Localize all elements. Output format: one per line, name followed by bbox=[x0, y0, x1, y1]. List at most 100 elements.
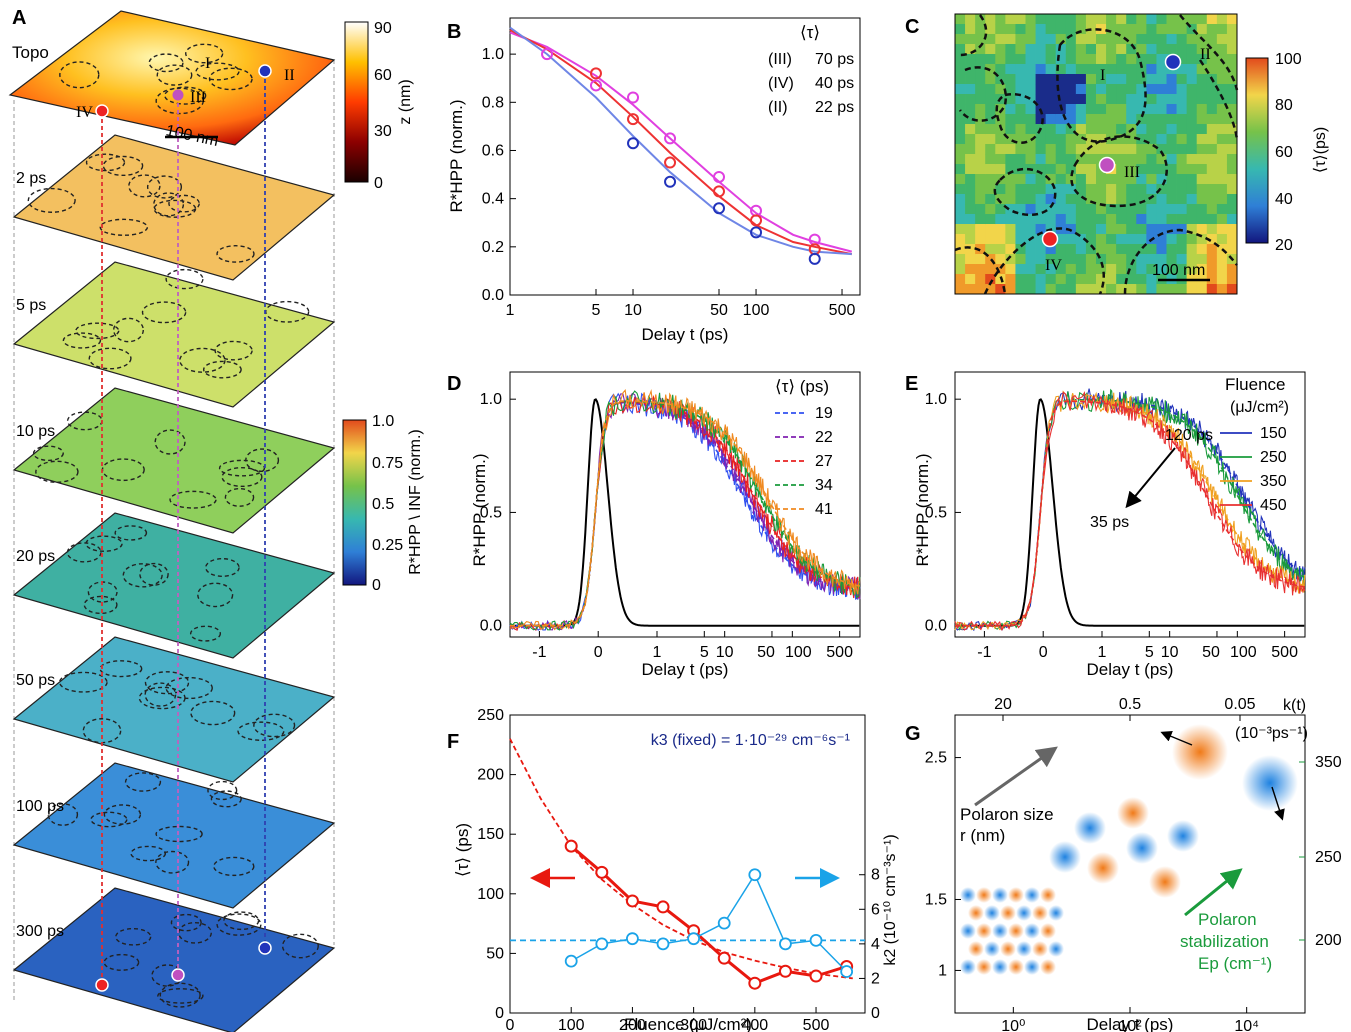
map-pixel bbox=[985, 284, 996, 295]
map-pixel bbox=[1065, 54, 1077, 65]
map-pixel bbox=[1106, 274, 1117, 285]
domain-outline-topo bbox=[156, 64, 193, 86]
cbar-c-tick-40: 40 bbox=[1275, 191, 1293, 208]
map-pixel bbox=[1226, 194, 1238, 205]
map-pixel bbox=[955, 164, 966, 175]
y-axis-label-e: R*HPP (norm.) bbox=[913, 453, 932, 566]
polaron-small bbox=[1032, 905, 1048, 921]
map-pixel bbox=[1035, 24, 1047, 35]
map-pixel bbox=[1206, 144, 1218, 155]
map-pixel bbox=[1025, 264, 1036, 275]
map-pixel bbox=[1116, 274, 1127, 285]
domain-outline bbox=[32, 445, 64, 462]
legend-label: 150 bbox=[1260, 425, 1287, 442]
map-pixel bbox=[1146, 214, 1157, 225]
map-pixel bbox=[965, 284, 976, 295]
panel-c: C I II III IV 100 nm 100 80 60 40 20 bbox=[905, 13, 1329, 295]
map-pixel bbox=[1146, 244, 1157, 255]
marker-iv-c bbox=[1041, 230, 1059, 248]
polaron-small bbox=[1016, 905, 1032, 921]
map-pixel bbox=[1025, 154, 1036, 165]
map-pixel bbox=[1065, 24, 1077, 35]
domain-outline bbox=[190, 700, 236, 726]
data-point bbox=[627, 137, 640, 150]
map-pixel bbox=[1075, 234, 1087, 245]
map-pixel bbox=[1196, 164, 1208, 175]
map-pixel bbox=[965, 24, 976, 35]
map-pixel bbox=[1065, 194, 1077, 205]
map-pixel bbox=[1106, 174, 1117, 185]
fit-trace bbox=[510, 400, 860, 627]
map-pixel bbox=[1176, 254, 1188, 265]
legend-label: 27 bbox=[815, 453, 833, 470]
map-pixel bbox=[1136, 34, 1147, 45]
map-pixel bbox=[1216, 174, 1228, 185]
map-pixel bbox=[1015, 24, 1026, 35]
map-pixel bbox=[985, 44, 996, 55]
domain-outline bbox=[207, 780, 238, 801]
k2-point bbox=[809, 934, 823, 947]
map-pixel bbox=[1226, 104, 1238, 115]
map-pixel bbox=[1075, 264, 1087, 275]
map-pixel bbox=[1146, 174, 1157, 185]
map-pixel bbox=[1126, 114, 1137, 125]
map-pixel bbox=[1015, 114, 1026, 125]
polaron-small bbox=[1040, 887, 1056, 903]
map-pixel bbox=[1015, 94, 1026, 105]
map-pixel bbox=[1126, 34, 1137, 45]
map-pixel bbox=[1166, 214, 1177, 225]
map-pixel bbox=[1116, 134, 1127, 145]
domain-outline bbox=[210, 790, 242, 808]
map-pixel bbox=[1116, 264, 1127, 275]
tick-label-top: 0.5 bbox=[1119, 696, 1141, 713]
map-pixel bbox=[1156, 224, 1167, 235]
polaron-small bbox=[976, 959, 992, 975]
map-pixel bbox=[1106, 24, 1117, 35]
map-pixel bbox=[1005, 244, 1016, 255]
map-pixel bbox=[1156, 24, 1167, 35]
map-pixel bbox=[1085, 124, 1097, 135]
domain-outline bbox=[221, 466, 263, 488]
map-pixel bbox=[1045, 64, 1057, 75]
tick-label-right: 250 bbox=[1315, 849, 1342, 866]
map-pixel bbox=[1136, 284, 1147, 295]
map-pixel bbox=[1005, 224, 1016, 235]
map-pixel bbox=[1055, 84, 1067, 95]
map-pixel bbox=[1035, 154, 1047, 165]
map-pixel bbox=[1226, 154, 1238, 165]
map-pixel bbox=[1035, 114, 1047, 125]
map-pixel bbox=[1166, 144, 1177, 155]
tick-label-y: 0 bbox=[495, 1005, 504, 1022]
map-pixel bbox=[1096, 184, 1107, 195]
domain-outline bbox=[102, 155, 144, 177]
domain-outline bbox=[155, 850, 190, 874]
map-pixel bbox=[1146, 74, 1157, 85]
map-pixel bbox=[1045, 264, 1057, 275]
map-pixel bbox=[1216, 34, 1228, 45]
cbar-c-tick-60: 60 bbox=[1275, 144, 1293, 161]
map-pixel bbox=[1216, 264, 1228, 275]
map-pixel bbox=[1146, 184, 1157, 195]
map-pixel bbox=[1075, 164, 1087, 175]
map-pixel bbox=[955, 194, 966, 205]
map-pixel bbox=[1085, 274, 1097, 285]
map-pixel bbox=[1096, 284, 1107, 295]
map-pixel bbox=[1065, 14, 1077, 25]
stab-label-3: Ep (cm⁻¹) bbox=[1198, 954, 1272, 973]
map-pixel bbox=[1186, 154, 1198, 165]
trace bbox=[509, 390, 861, 631]
map-pixel bbox=[1045, 104, 1057, 115]
map-pixel bbox=[1176, 104, 1188, 115]
axis-ticks-e: -1 0 1 5 10 50 100 500 0.0 0.5 1.0 bbox=[925, 391, 1298, 661]
data-point bbox=[808, 233, 821, 246]
legend-label: (II) bbox=[768, 99, 788, 116]
map-pixel bbox=[1126, 14, 1137, 25]
map-pixel bbox=[1196, 64, 1208, 75]
x-axis-label-e: Delay t (ps) bbox=[1087, 660, 1174, 679]
legend-label: 250 bbox=[1260, 449, 1287, 466]
topo-tick-30: 30 bbox=[374, 123, 392, 140]
polaron-small bbox=[1008, 959, 1024, 975]
domain-outline bbox=[205, 558, 240, 577]
panel-d-letter: D bbox=[447, 373, 461, 395]
map-pixel bbox=[1206, 114, 1218, 125]
